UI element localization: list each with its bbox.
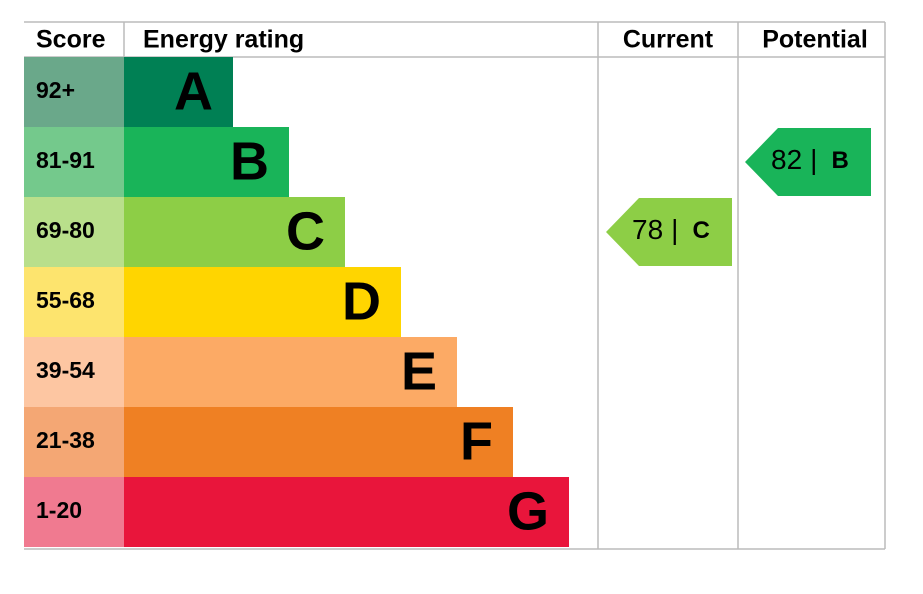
rating-bar [124, 267, 401, 337]
rating-letter: G [507, 481, 549, 541]
score-cell [24, 267, 124, 337]
current-letter: C [692, 217, 709, 244]
score-cell [24, 337, 124, 407]
rating-bar [124, 337, 457, 407]
score-label: 1-20 [36, 497, 82, 523]
rating-bar [124, 197, 345, 267]
rating-letter: E [401, 341, 437, 401]
potential-number: 82 [771, 144, 802, 175]
potential-separator: | [810, 144, 817, 175]
current-arrow [606, 198, 732, 266]
rating-letter: D [342, 271, 381, 331]
score-cell [24, 57, 124, 127]
score-cell [24, 127, 124, 197]
score-label: 21-38 [36, 427, 95, 453]
score-label: 55-68 [36, 287, 95, 313]
rating-letter: C [286, 201, 325, 261]
header-score: Score [36, 26, 106, 54]
score-label: 92+ [36, 77, 75, 103]
rating-bar [124, 407, 513, 477]
potential-arrow [745, 128, 871, 196]
rating-letter: A [174, 61, 213, 121]
score-label: 69-80 [36, 217, 95, 243]
rating-letter: B [230, 131, 269, 191]
rating-bar [124, 127, 289, 197]
header-potential: Potential [762, 26, 868, 54]
rating-bar [124, 477, 569, 547]
score-cell [24, 407, 124, 477]
rating-letter: F [460, 411, 493, 471]
rating-bar [124, 57, 233, 127]
score-label: 39-54 [36, 357, 95, 383]
current-separator: | [671, 214, 678, 245]
score-cell [24, 197, 124, 267]
header-rating: Energy rating [143, 26, 304, 54]
score-label: 81-91 [36, 147, 95, 173]
current-number: 78 [632, 214, 663, 245]
current-value: 78 | C [632, 214, 710, 245]
header-current: Current [623, 26, 714, 54]
potential-value: 82 | B [771, 144, 849, 175]
potential-letter: B [831, 147, 848, 174]
score-cell [24, 477, 124, 547]
